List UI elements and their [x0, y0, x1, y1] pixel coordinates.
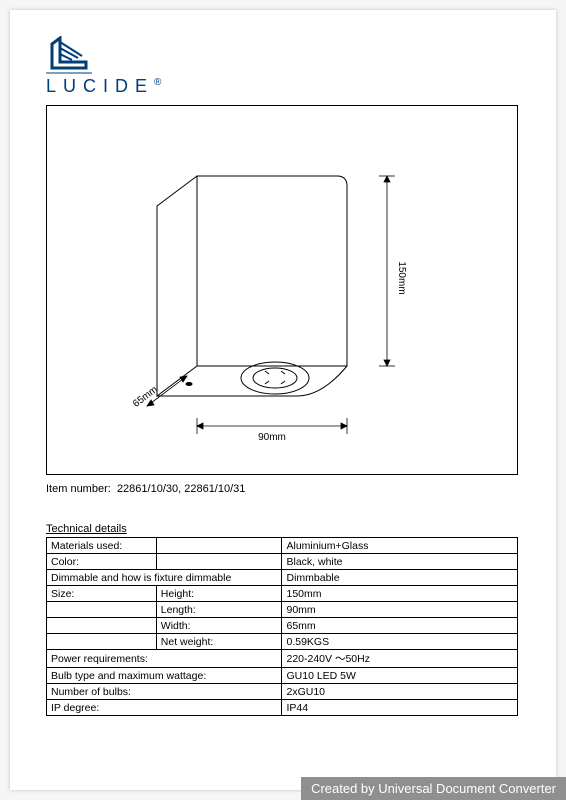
- item-number-label: Item number:: [46, 483, 111, 495]
- dim-width-label: 90mm: [258, 432, 286, 443]
- spec-value: 65mm: [282, 618, 518, 634]
- item-number-value: 22861/10/30, 22861/10/31: [117, 483, 245, 495]
- technical-details-heading: Technical details: [46, 523, 520, 535]
- table-row: Color: Black, white: [47, 554, 518, 570]
- brand-name: LUCIDE®: [46, 76, 520, 97]
- spec-value: 0.59KGS: [282, 634, 518, 650]
- table-row: Materials used: Aluminium+Glass: [47, 538, 518, 554]
- product-diagram: 150mm 90mm 65mm: [47, 106, 517, 474]
- table-row: Length:90mm: [47, 602, 518, 618]
- spec-value: 150mm: [282, 586, 518, 602]
- spec-label-a: Materials used:: [47, 538, 157, 554]
- spec-label-a: Color:: [47, 554, 157, 570]
- page: LUCIDE®: [10, 10, 556, 790]
- spec-label: Dimmable and how is fixture dimmable: [47, 570, 282, 586]
- dim-depth-label: 65mm: [131, 384, 160, 410]
- specs-body: Materials used: Aluminium+Glass Color: Blac…: [47, 538, 518, 716]
- brand-icon: [46, 36, 92, 74]
- spec-label: IP degree:: [47, 700, 282, 716]
- spec-label-a: [47, 602, 157, 618]
- table-row: IP degree:IP44: [47, 700, 518, 716]
- spec-label-a: Size:: [47, 586, 157, 602]
- spec-value: Black, white: [282, 554, 518, 570]
- table-row: Bulb type and maximum wattage:GU10 LED 5…: [47, 668, 518, 684]
- spec-value: 90mm: [282, 602, 518, 618]
- table-row: Dimmable and how is fixture dimmableDimm…: [47, 570, 518, 586]
- brand-name-text: LUCIDE: [46, 76, 154, 96]
- watermark: Created by Universal Document Converter: [301, 777, 566, 800]
- spec-label-b: [156, 538, 282, 554]
- spec-label-b: Length:: [156, 602, 282, 618]
- spec-value: GU10 LED 5W: [282, 668, 518, 684]
- spec-value: IP44: [282, 700, 518, 716]
- spec-label: Bulb type and maximum wattage:: [47, 668, 282, 684]
- spec-label-b: Height:: [156, 586, 282, 602]
- spec-value: Aluminium+Glass: [282, 538, 518, 554]
- trademark-symbol: ®: [154, 77, 161, 88]
- spec-value: Dimmbable: [282, 570, 518, 586]
- spec-label: Number of bulbs:: [47, 684, 282, 700]
- spec-label-b: Net weight:: [156, 634, 282, 650]
- table-row: Width:65mm: [47, 618, 518, 634]
- spec-label-b: [156, 554, 282, 570]
- diagram-frame: 150mm 90mm 65mm: [46, 105, 518, 475]
- dim-height-label: 150mm: [396, 261, 407, 294]
- specs-table: Materials used: Aluminium+Glass Color: Blac…: [46, 537, 518, 716]
- spec-label-a: [47, 618, 157, 634]
- spec-label-a: [47, 634, 157, 650]
- brand-logo-block: LUCIDE®: [46, 36, 520, 97]
- spec-label: Power requirements:: [47, 650, 282, 668]
- table-row: Size:Height:150mm: [47, 586, 518, 602]
- table-row: Power requirements:220-240V ～50Hz: [47, 650, 518, 668]
- table-row: Net weight:0.59KGS: [47, 634, 518, 650]
- spec-value: 2xGU10: [282, 684, 518, 700]
- table-row: Number of bulbs:2xGU10: [47, 684, 518, 700]
- spec-label-b: Width:: [156, 618, 282, 634]
- spec-value: 220-240V ～50Hz: [282, 650, 518, 668]
- item-number-row: Item number: 22861/10/30, 22861/10/31: [46, 483, 520, 495]
